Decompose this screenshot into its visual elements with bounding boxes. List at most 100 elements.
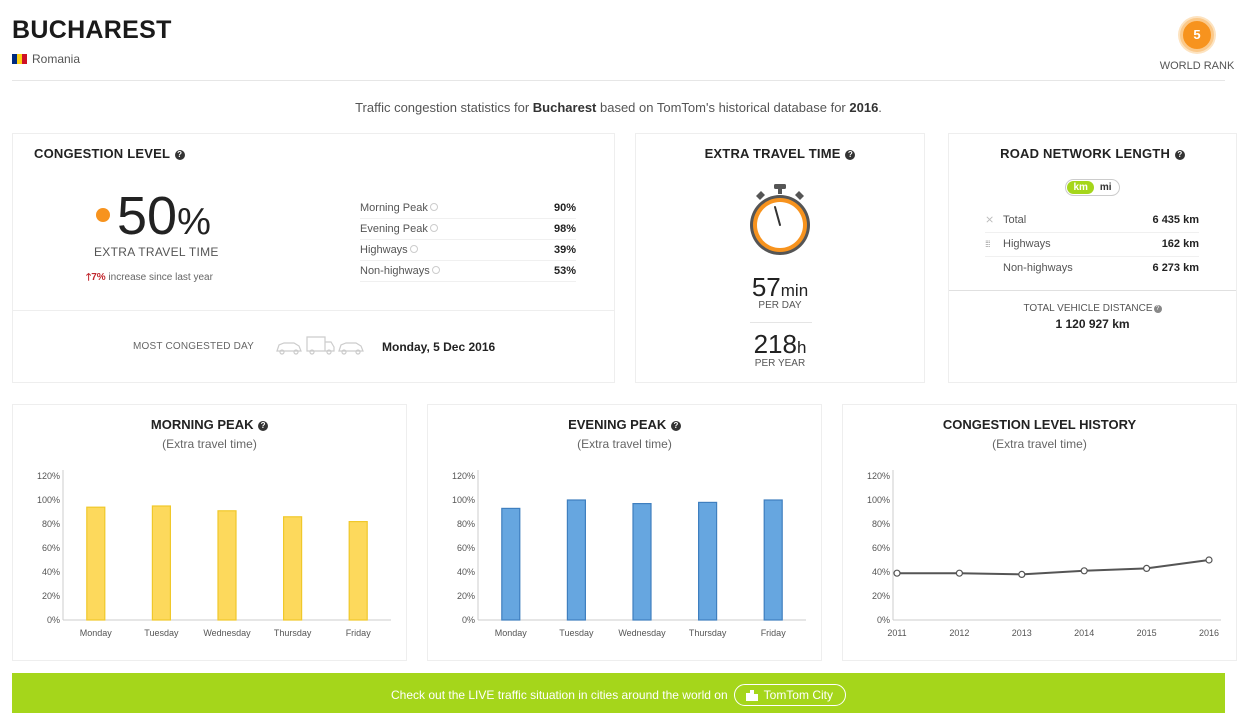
mi-toggle[interactable]: mi — [1099, 182, 1112, 193]
tomtom-city-button[interactable]: TomTom City — [733, 684, 846, 706]
x-tick-label: Tuesday — [144, 628, 179, 638]
history-chart: 0% 20% 40% 60% 80% 100% 120% 2011 2012 2013 2014 20… — [867, 470, 1221, 638]
header-divider — [12, 80, 1225, 81]
rank-badge: 5 — [1180, 18, 1214, 52]
country-name: Romania — [32, 52, 81, 66]
per-year-number: 218 — [753, 329, 797, 359]
evening-peak-card: EVENING PEAK ? (Extra travel time) 0% 20%… — [427, 404, 822, 661]
y-tick-label: 120% — [37, 471, 60, 481]
morning-peak-subtitle: (Extra travel time) — [162, 437, 257, 451]
data-point — [955, 569, 964, 577]
y-tick-label: 0% — [47, 615, 60, 625]
breakdown-label-text: Non-highways — [360, 265, 430, 277]
y-tick-label: 80% — [872, 519, 890, 529]
breakdown-label-text: Highways — [360, 244, 408, 256]
info-icon[interactable] — [409, 245, 418, 253]
y-tick-label: 100% — [37, 495, 60, 505]
y-tick-label: 100% — [867, 495, 890, 505]
road-label-text: Non-highways — [1003, 262, 1073, 274]
history-header: CONGESTION LEVEL HISTORY (Extra travel t… — [843, 417, 1236, 451]
vehicle-label-text: TOTAL VEHICLE DISTANCE — [1023, 303, 1153, 314]
bar — [86, 506, 106, 621]
info-icon[interactable] — [431, 266, 440, 274]
intro-year: 2016 — [849, 100, 879, 115]
x-tick-label: Monday — [495, 628, 528, 638]
intro-prefix: Traffic congestion statistics for — [355, 100, 533, 115]
x-tick-label: 2016 — [1199, 628, 1219, 638]
intro-suffix: . — [878, 100, 882, 115]
history-card: CONGESTION LEVEL HISTORY (Extra travel t… — [842, 404, 1237, 661]
per-year-value: 218h — [636, 329, 924, 360]
road-label: Non-highways — [985, 257, 1073, 280]
y-tick-label: 40% — [872, 567, 890, 577]
series-line — [897, 559, 1210, 576]
stopwatch-icon — [750, 184, 810, 255]
most-congested-value: Monday, 5 Dec 2016 — [382, 340, 496, 354]
congestion-label: EXTRA TRAVEL TIME — [94, 245, 219, 259]
breakdown-row: Morning Peak 90% — [360, 198, 576, 219]
info-icon[interactable] — [429, 203, 438, 211]
help-icon[interactable]: ? — [1153, 305, 1162, 313]
city-buildings-icon — [745, 690, 758, 701]
bar — [763, 499, 783, 621]
road-title: ROAD NETWORK LENGTH ? — [949, 146, 1236, 161]
help-icon[interactable]: ? — [258, 421, 269, 431]
change-value: 7% — [91, 272, 106, 283]
intro-text: Traffic congestion statistics for Buchar… — [0, 100, 1237, 115]
morning-peak-chart: 0% 20% 40% 60% 80% 100% 120% Monday Tuesday Wedne… — [37, 470, 391, 638]
help-icon[interactable]: ? — [845, 150, 856, 160]
x-tick-label: Tuesday — [559, 628, 594, 638]
congestion-change: 🡑7% increase since last year — [86, 270, 213, 287]
help-icon[interactable]: ? — [1174, 150, 1185, 160]
evening-peak-header: EVENING PEAK ? (Extra travel time) — [428, 417, 821, 451]
help-icon[interactable]: ? — [174, 150, 185, 160]
bar — [348, 520, 368, 621]
bar — [501, 507, 521, 621]
morning-peak-header: MORNING PEAK ? (Extra travel time) — [13, 417, 406, 451]
extra-time-title-text: EXTRA TRAVEL TIME — [704, 146, 841, 161]
y-tick-label: 60% — [872, 543, 890, 553]
vehicle-distance-value: 1 120 927 km — [1055, 317, 1130, 331]
live-traffic-banner[interactable]: Check out the LIVE traffic situation in … — [12, 673, 1225, 713]
morning-peak-title: MORNING PEAK ? — [13, 417, 406, 432]
tomtom-city-label: TomTom City — [763, 688, 833, 702]
y-tick-label: 100% — [452, 495, 475, 505]
road-value: 162 km — [1161, 238, 1199, 250]
data-point — [893, 569, 901, 577]
road-label-text: Total — [1003, 214, 1027, 226]
per-day-value: 57min — [636, 272, 924, 303]
morning-peak-card: MORNING PEAK ? (Extra travel time) 0% 20%… — [12, 404, 407, 661]
bar — [151, 505, 171, 621]
km-toggle[interactable]: km — [1067, 181, 1094, 194]
breakdown-label: Highways — [360, 240, 418, 260]
y-tick-label: 40% — [42, 567, 60, 577]
y-tick-label: 80% — [42, 519, 60, 529]
bar — [566, 499, 586, 621]
breakdown-row: Non-highways 53% — [360, 261, 576, 282]
extra-travel-time-card: EXTRA TRAVEL TIME ? 57min PER DAY 218h P… — [635, 133, 925, 383]
help-icon[interactable]: ? — [670, 421, 681, 431]
road-label: ⁞⁞⁞ Highways — [985, 233, 1051, 256]
info-icon[interactable] — [429, 224, 438, 232]
road-rows: ⨯ Total 6 435 km ⁞⁞⁞ Highways 162 km Non-highw… — [985, 209, 1199, 280]
congestion-number: 50 — [117, 186, 178, 246]
y-tick-label: 0% — [462, 615, 475, 625]
road-value: 6 435 km — [1152, 214, 1199, 226]
traffic-cars-icon — [276, 336, 364, 355]
x-tick-label: Wednesday — [203, 628, 251, 638]
per-day-label: PER DAY — [758, 300, 802, 311]
x-tick-label: Friday — [346, 628, 372, 638]
vehicle-distance-label: TOTAL VEHICLE DISTANCE? — [949, 303, 1236, 314]
x-tick-label: Thursday — [689, 628, 727, 638]
data-point — [1018, 570, 1026, 578]
evening-peak-title: EVENING PEAK ? — [428, 417, 821, 432]
history-title: CONGESTION LEVEL HISTORY — [942, 417, 1137, 432]
romania-flag-icon — [12, 54, 27, 64]
y-tick-label: 20% — [457, 591, 475, 601]
y-tick-label: 120% — [867, 471, 890, 481]
intro-city: Bucharest — [532, 100, 597, 115]
arrow-up-icon: 🡑 — [86, 272, 92, 283]
congestion-breakdown: Morning Peak 90% Evening Peak 98% Highways 39… — [360, 198, 576, 282]
intro-middle: based on TomTom's historical database fo… — [596, 100, 850, 115]
y-tick-label: 0% — [877, 615, 890, 625]
